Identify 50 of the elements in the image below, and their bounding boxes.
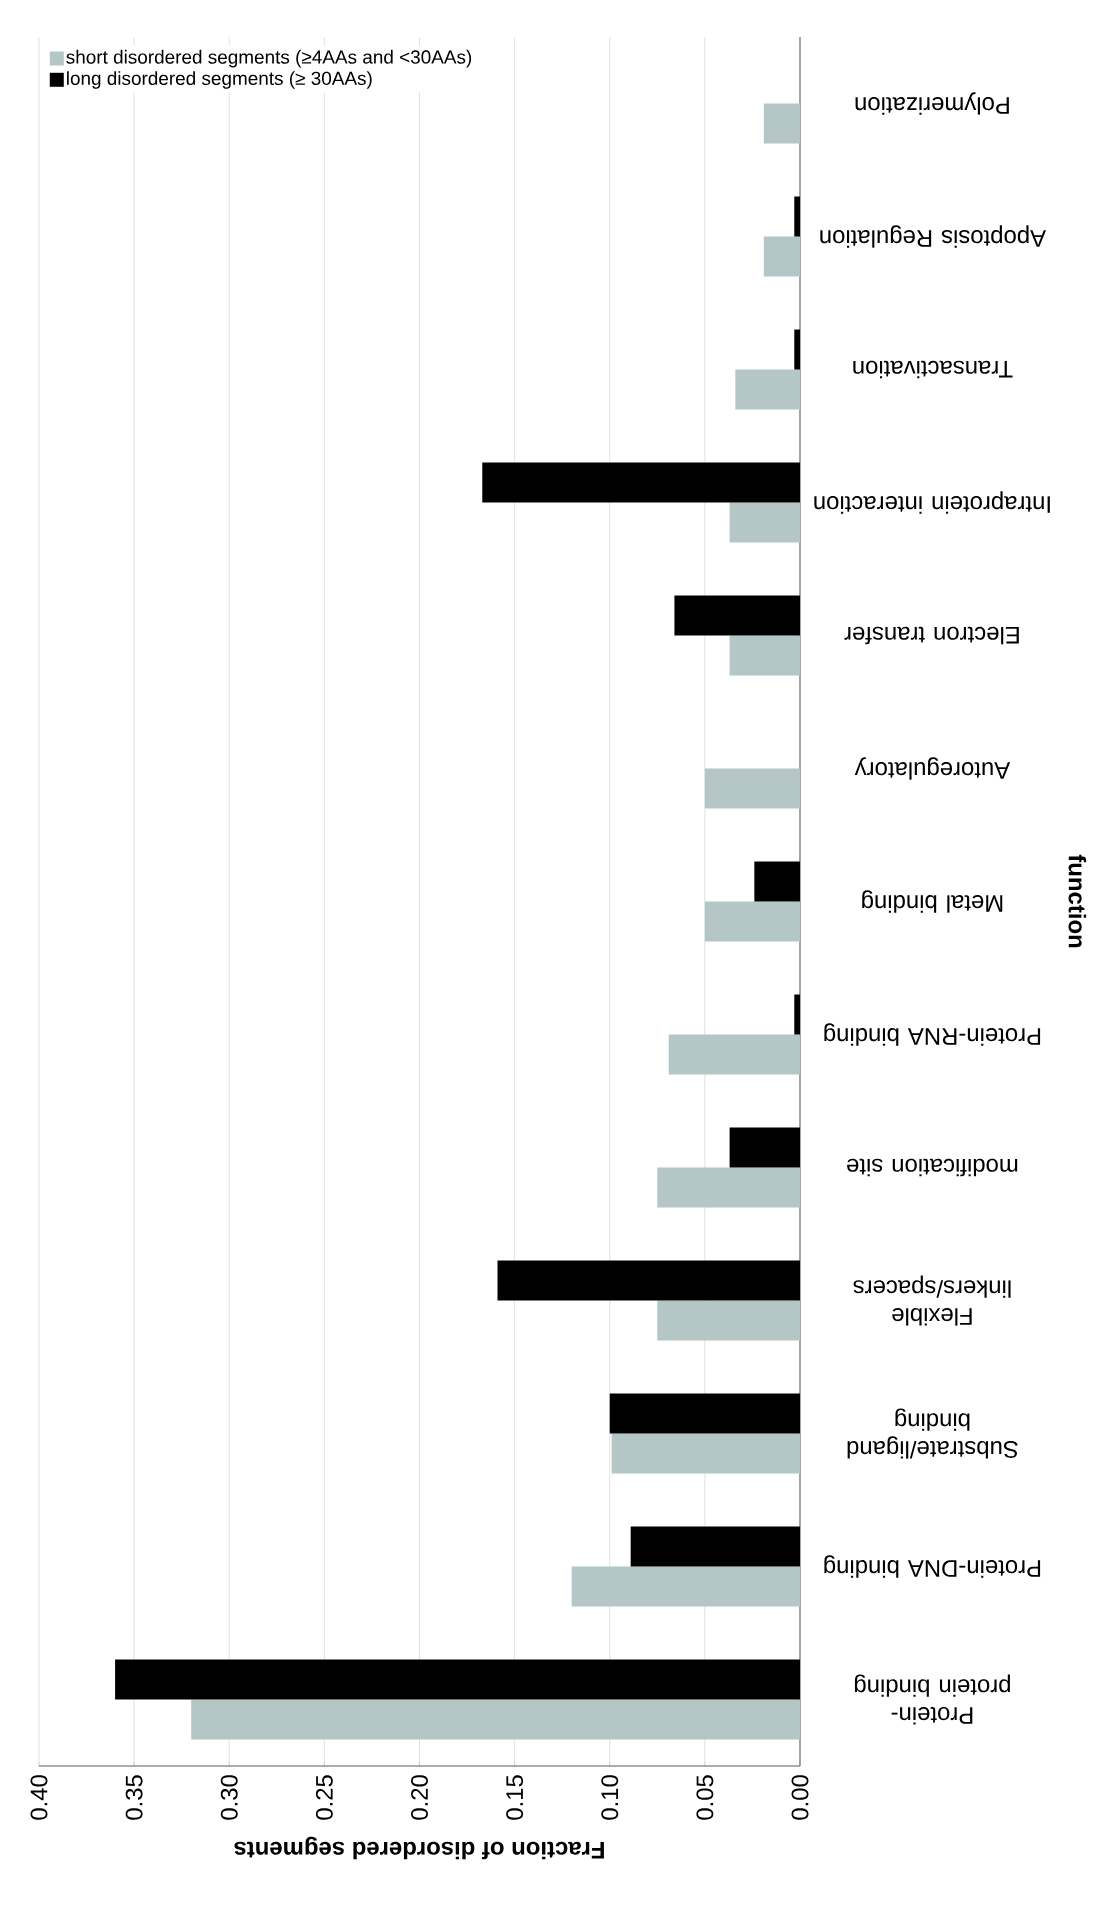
bar [704,768,800,809]
bar [571,1566,800,1607]
y-tick-label: Transactivation [853,360,1013,379]
x-tick-label: 0.40 [30,1775,48,1820]
y-tick-label: Intraprotein interaction [814,491,1050,514]
y-tick-label: Metal binding [862,890,1003,913]
y-tick-label: Protein-DNA binding [824,1555,1041,1578]
x-axis-title: Fraction of disordered segments [234,1836,604,1860]
bar [497,1260,800,1301]
x-tick-label: 0.25 [315,1775,333,1820]
y-tick-label: Protein-protein binding [854,1674,1010,1725]
x-tick-label: 0.10 [601,1775,619,1820]
bar [754,861,800,902]
bar [794,196,800,237]
legend-label: long disordered segments (≥ 30AAs) [67,71,372,89]
y-tick-label: Polymerization [855,92,1009,115]
x-tick-label: 0.35 [125,1775,143,1820]
bar [115,1659,800,1700]
x-tick-label: 0.05 [696,1775,714,1820]
bar [763,236,800,277]
bar [729,502,800,543]
bar [668,1034,800,1075]
bar [609,1393,800,1434]
legend-label: short disordered segments (≥4AAs and <30AAs) [66,49,472,68]
y-tick-label: Autoregulatory [854,757,1011,780]
bar [729,1127,800,1168]
bar [704,901,800,942]
y-tick-label: Protein-RNA binding [824,1023,1041,1046]
y-tick-label: modification site [847,1158,1018,1177]
bar [630,1526,800,1567]
y-axis-title: function [1068,854,1087,948]
x-tick-label: 0.30 [220,1775,238,1820]
bar [482,462,800,503]
bar [611,1433,800,1474]
bar [794,329,800,370]
x-tick-label: 0.15 [506,1775,524,1820]
x-tick-label: 0.20 [411,1775,428,1820]
bar [794,994,800,1035]
bar [674,595,800,636]
bar [729,635,800,676]
bar [763,103,800,144]
y-tick-label: Apoptosis Regulation [820,225,1047,248]
x-tick-label: 0.00 [791,1775,809,1820]
y-tick-label: Flexible linkers/spacers [853,1275,1011,1326]
bar [191,1699,800,1740]
bar [657,1167,800,1208]
y-tick-label: Electron transfer [844,626,1019,645]
bar [735,369,800,410]
bar [657,1300,800,1341]
y-tick-label: Substrate/ligand binding [847,1408,1018,1459]
